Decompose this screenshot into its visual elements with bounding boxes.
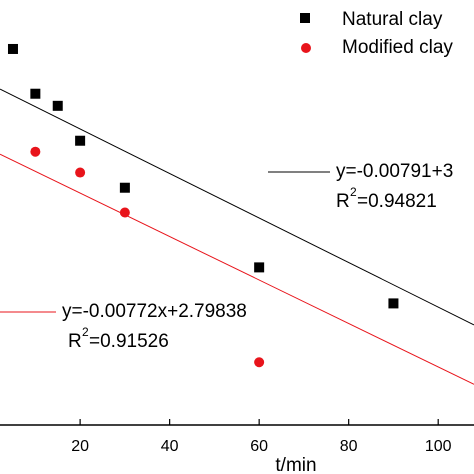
r2-power: 2 [350, 185, 357, 199]
legend-label: Modified clay [342, 37, 453, 58]
x-tick-label: 20 [71, 438, 89, 455]
r2-value: =0.94821 [357, 191, 437, 212]
x-tick-label: 60 [250, 438, 268, 455]
x-tick-label: 100 [425, 438, 452, 455]
r2-prefix: R [336, 191, 350, 212]
point [75, 135, 86, 146]
legend-marker [301, 43, 311, 53]
point [254, 262, 265, 273]
legend-label: Natural clay [342, 9, 443, 30]
r2-value: =0.91526 [89, 331, 169, 352]
point [388, 298, 399, 309]
x-tick-label: 80 [340, 438, 358, 455]
equation: y=-0.00791+3 [336, 161, 453, 182]
point [119, 182, 130, 193]
point [7, 43, 18, 54]
x-axis-label: t/min [275, 455, 316, 474]
point [75, 167, 86, 178]
point [30, 88, 41, 99]
equation: y=-0.00772x+2.79838 [62, 301, 247, 322]
point [52, 100, 63, 111]
fit-line [0, 153, 474, 385]
point [119, 207, 130, 218]
point [254, 357, 265, 368]
point [30, 146, 41, 157]
fit-line [0, 88, 474, 326]
legend-marker [300, 13, 310, 23]
r2-prefix: R [68, 331, 82, 352]
x-tick-label: 40 [161, 438, 179, 455]
r2-power: 2 [82, 325, 89, 339]
